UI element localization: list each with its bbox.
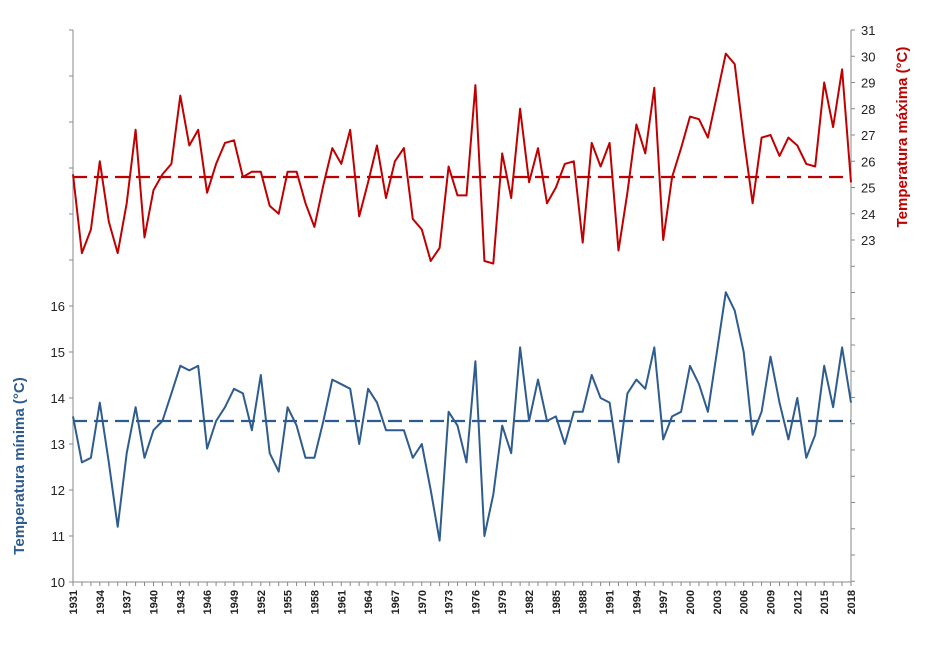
x-tick-label: 1985 — [551, 590, 563, 614]
y-right-tick-label: 31 — [861, 23, 875, 38]
x-tick-label: 1937 — [122, 590, 134, 614]
x-tick-label: 1997 — [658, 590, 670, 614]
y-left-axis-title: Temperatura mínima (°C) — [11, 377, 28, 554]
x-tick-label: 1979 — [497, 590, 509, 614]
x-tick-label: 1970 — [417, 590, 429, 614]
x-tick-label: 1994 — [631, 589, 643, 614]
x-tick-label: 1940 — [148, 590, 160, 614]
x-tick-label: 2000 — [685, 590, 697, 614]
y-left-tick-label: 14 — [51, 391, 65, 406]
y-left-tick-label: 16 — [51, 299, 65, 314]
x-tick-label: 1934 — [95, 589, 107, 614]
mean-lines — [73, 175, 851, 423]
x-tick-label: 1931 — [68, 590, 80, 614]
y-left-tick-label: 15 — [51, 345, 65, 360]
y-left-tick-label: 10 — [51, 575, 65, 590]
x-tick-label: 1976 — [470, 590, 482, 614]
y-right-axis-title: Temperatura máxima (°C) — [894, 47, 911, 228]
y-right-tick-label: 25 — [861, 181, 875, 196]
series-lines — [72, 52, 852, 542]
x-tick-label: 2009 — [766, 590, 778, 614]
x-tick-label: 2003 — [712, 590, 724, 614]
x-tick-label: 1991 — [605, 590, 617, 614]
y-right-tick-label: 26 — [861, 154, 875, 169]
y-left-tick-label: 11 — [52, 529, 66, 544]
tick-labels: 10 11 12 13 14 15 16 23 24 25 26 27 28 29 30 31 1931 1934… — [51, 23, 876, 614]
x-tick-label: 2006 — [739, 590, 751, 614]
series-line-max — [72, 52, 852, 265]
y-right-tick-label: 27 — [861, 128, 875, 143]
x-tick-label: 1955 — [283, 590, 295, 614]
x-tick-label: 1961 — [336, 590, 348, 614]
x-tick-label: 1988 — [578, 590, 590, 614]
x-tick-label: 1967 — [390, 590, 402, 614]
plot-frame — [72, 30, 852, 583]
y-left-tick-label: 13 — [51, 437, 65, 452]
x-tick-label: 1949 — [229, 590, 241, 614]
x-tick-label: 2015 — [819, 590, 831, 614]
y-right-tick-label: 29 — [861, 76, 875, 91]
x-tick-label: 1958 — [309, 590, 321, 614]
x-tick-label: 1943 — [175, 590, 187, 614]
y-right-tick-label: 30 — [861, 49, 875, 64]
x-tick-label: 1946 — [202, 590, 214, 614]
x-tick-label: 1964 — [363, 589, 375, 614]
y-right-tick-label: 23 — [861, 233, 875, 248]
x-tick-label: 1973 — [444, 590, 456, 614]
axis-ticks — [69, 29, 855, 586]
x-tick-label: 1982 — [524, 590, 536, 614]
y-right-tick-label: 28 — [861, 102, 875, 117]
y-right-tick-label: 24 — [861, 207, 875, 222]
y-left-tick-label: 12 — [51, 483, 65, 498]
x-tick-label: 2012 — [792, 590, 804, 614]
x-tick-label: 2018 — [846, 590, 858, 614]
x-tick-label: 1952 — [256, 590, 268, 614]
series-line-min — [72, 291, 852, 542]
